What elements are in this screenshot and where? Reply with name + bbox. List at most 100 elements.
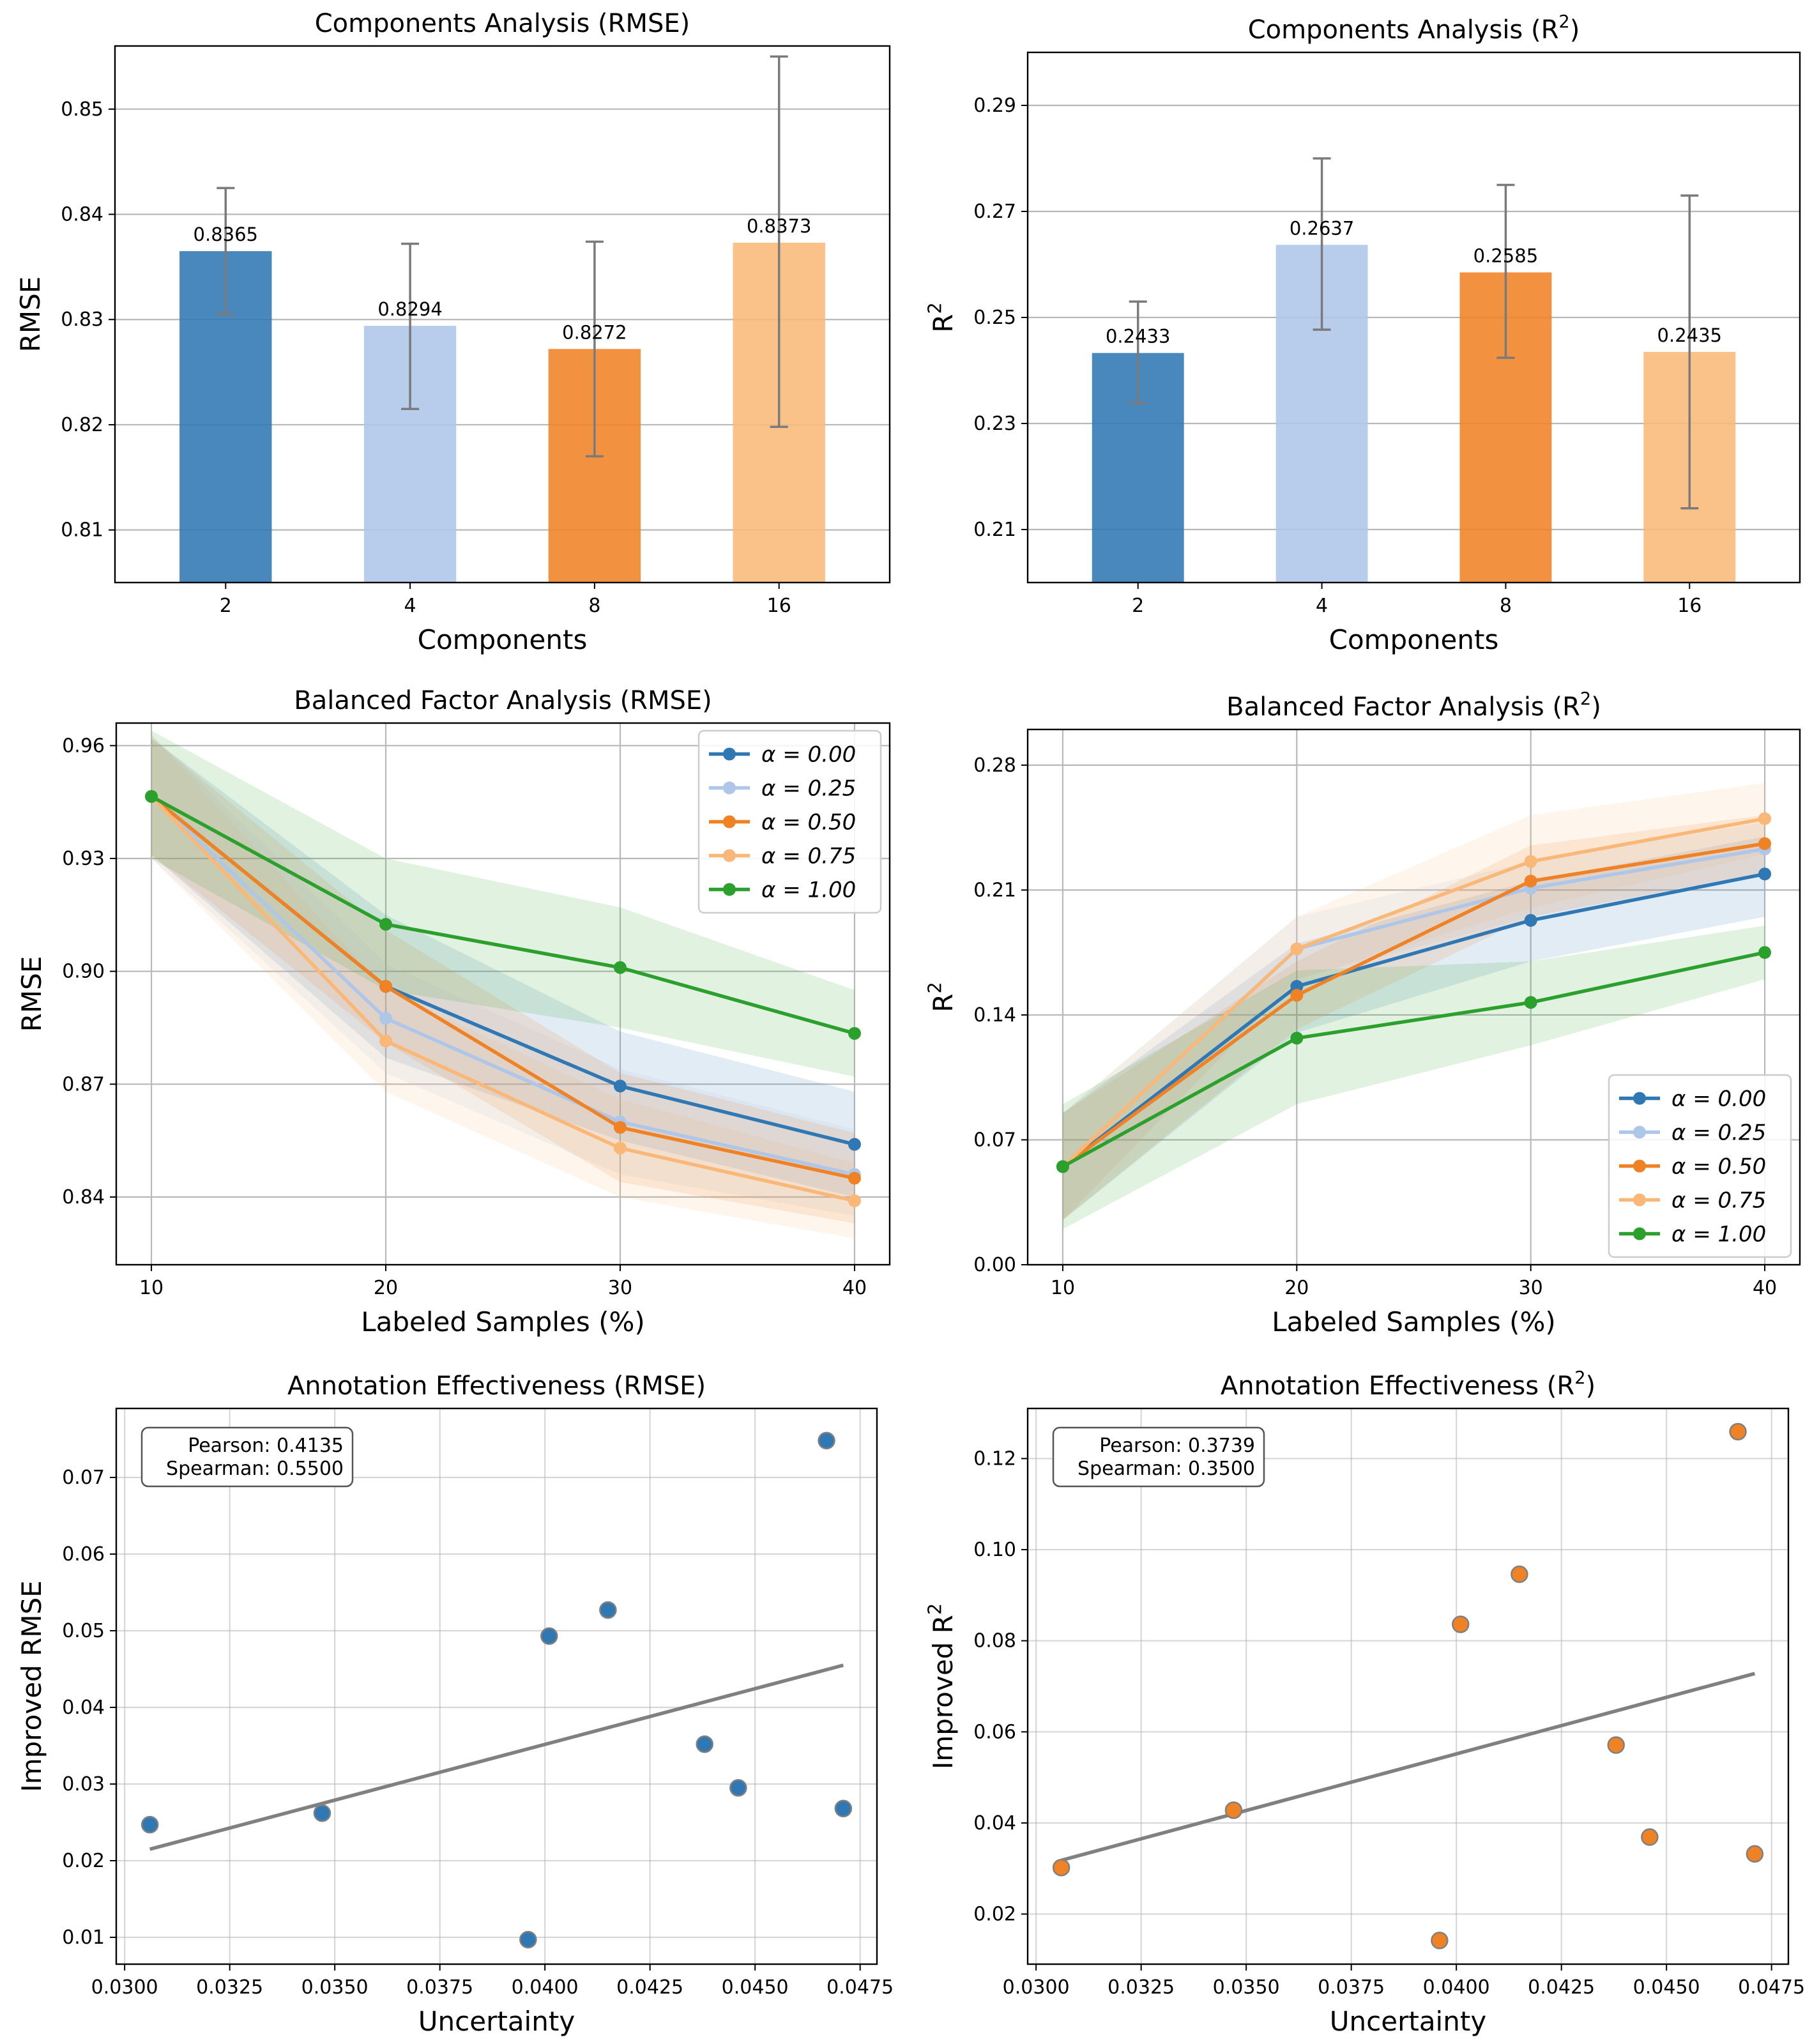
x-tick-label: 0.0375 bbox=[406, 1976, 473, 1999]
scatter-point bbox=[519, 1930, 537, 1949]
legend-label: α = 0.25 bbox=[761, 776, 856, 802]
legend-marker bbox=[723, 781, 736, 795]
data-point bbox=[848, 1026, 861, 1040]
y-tick-label: 0.14 bbox=[973, 1004, 1016, 1026]
y-tick-label: 0.04 bbox=[62, 1697, 105, 1719]
scatter-point bbox=[696, 1735, 713, 1753]
x-tick-label: 0.0450 bbox=[722, 1976, 789, 1999]
scatter-point bbox=[1452, 1615, 1470, 1633]
axes-frame bbox=[115, 722, 891, 1266]
data-point bbox=[1290, 989, 1304, 1002]
scatter-point bbox=[1641, 1828, 1659, 1846]
scatter-point bbox=[313, 1804, 331, 1822]
data-point bbox=[1524, 874, 1537, 888]
axes-frame bbox=[1026, 51, 1801, 584]
spearman-label: Spearman: 0.3500 bbox=[1077, 1458, 1255, 1480]
spearman-label: Spearman: 0.5500 bbox=[166, 1458, 344, 1480]
x-tick-label: 16 bbox=[767, 595, 791, 617]
series-line bbox=[1062, 816, 1765, 1168]
y-axis-label: Improved R2 bbox=[924, 1603, 959, 1769]
legend-label: α = 0.50 bbox=[761, 810, 856, 835]
y-tick-label: 0.84 bbox=[62, 1186, 105, 1209]
data-point bbox=[379, 980, 393, 993]
legend-marker bbox=[1633, 1193, 1646, 1207]
y-tick-label: 0.02 bbox=[973, 1903, 1016, 1926]
x-axis-label: Labeled Samples (%) bbox=[1272, 1306, 1556, 1338]
x-tick-label: 2 bbox=[220, 595, 232, 617]
y-tick-label: 0.04 bbox=[973, 1812, 1016, 1834]
data-label: 0.8272 bbox=[562, 321, 627, 343]
legend-label: α = 1.00 bbox=[761, 878, 856, 903]
x-tick-label: 0.0325 bbox=[1108, 1976, 1175, 1999]
x-tick-label: 0.0475 bbox=[1738, 1976, 1805, 1999]
x-axis-label: Uncertainty bbox=[1330, 2006, 1486, 2037]
confidence-band bbox=[1062, 782, 1765, 1221]
x-tick-label: 0.0300 bbox=[91, 1976, 158, 1999]
x-axis-label: Components bbox=[418, 624, 588, 655]
legend-marker bbox=[1633, 1125, 1646, 1139]
x-tick-label: 4 bbox=[404, 595, 416, 617]
x-tick-label: 0.0375 bbox=[1318, 1976, 1385, 1999]
chart-annotation-rmse: 0.01 0.02 0.03 0.04 0.05 0.06 0.07 0.0300 0.0325… bbox=[16, 1371, 894, 2037]
legend-box bbox=[1608, 1074, 1792, 1258]
chart-components-r2: 0.21 0.23 0.25 0.27 0.29 2 4 8 16 0.2433 0.2637 0.2… bbox=[924, 12, 1801, 655]
axes-frame bbox=[1026, 728, 1801, 1266]
x-tick-label: 16 bbox=[1677, 595, 1702, 617]
x-tick-label: 0.0475 bbox=[826, 1976, 894, 1999]
chart-title: Annotation Effectiveness (RMSE) bbox=[287, 1371, 706, 1401]
chart-balanced-rmse: 0.84 0.87 0.90 0.93 0.96 10 20 30 40 α = 0.00 α = … bbox=[16, 686, 891, 1338]
y-tick-label: 0.02 bbox=[62, 1850, 105, 1872]
legend-marker bbox=[723, 849, 736, 862]
legend-label: α = 1.00 bbox=[1671, 1222, 1766, 1247]
y-tick-label: 0.06 bbox=[62, 1543, 105, 1566]
legend-label: α = 0.25 bbox=[1671, 1120, 1766, 1146]
y-axis-label: R2 bbox=[924, 302, 959, 332]
x-tick-label: 20 bbox=[1284, 1277, 1309, 1299]
data-point bbox=[1524, 855, 1537, 868]
data-label: 0.2433 bbox=[1106, 326, 1170, 347]
legend-marker bbox=[1633, 1227, 1646, 1240]
data-point bbox=[613, 1141, 627, 1155]
confidence-band bbox=[151, 738, 855, 1197]
x-tick-label: 8 bbox=[588, 595, 600, 617]
y-tick-label: 0.93 bbox=[62, 848, 105, 870]
y-tick-label: 0.82 bbox=[61, 414, 103, 436]
legend-marker bbox=[1633, 1092, 1646, 1105]
series-line bbox=[150, 795, 855, 1177]
data-point bbox=[1758, 946, 1772, 959]
y-tick-label: 0.87 bbox=[62, 1073, 105, 1095]
chart-annotation-r2: 0.02 0.04 0.06 0.08 0.10 0.12 0.0300 0.0325 0.03… bbox=[924, 1368, 1805, 2037]
x-tick-label: 10 bbox=[139, 1277, 164, 1299]
data-point bbox=[1290, 942, 1304, 956]
chart-title: Balanced Factor Analysis (R2) bbox=[1226, 689, 1601, 722]
scatter-point bbox=[599, 1601, 617, 1619]
scatter-point bbox=[1729, 1422, 1747, 1441]
x-axis-label: Components bbox=[1329, 624, 1499, 655]
y-tick-label: 0.21 bbox=[973, 519, 1016, 541]
series-line bbox=[150, 795, 855, 1035]
x-tick-label: 10 bbox=[1051, 1277, 1075, 1299]
x-tick-label: 30 bbox=[1519, 1277, 1543, 1299]
x-tick-label: 40 bbox=[1753, 1277, 1777, 1299]
x-tick-label: 30 bbox=[608, 1277, 632, 1299]
data-label: 0.8294 bbox=[377, 298, 442, 320]
y-tick-label: 0.00 bbox=[973, 1254, 1016, 1276]
y-axis-label: Improved RMSE bbox=[16, 1580, 47, 1792]
y-tick-label: 0.08 bbox=[973, 1630, 1016, 1652]
legend-marker bbox=[1633, 1159, 1646, 1173]
chart-balanced-r2: 0.00 0.07 0.14 0.21 0.28 10 20 30 40 α = 0.00 α = … bbox=[924, 689, 1801, 1338]
scatter-point bbox=[834, 1799, 853, 1818]
axes-frame bbox=[1026, 1407, 1790, 1965]
data-point bbox=[613, 1121, 627, 1134]
data-label: 0.8365 bbox=[194, 224, 258, 245]
chart-title: Balanced Factor Analysis (RMSE) bbox=[294, 686, 712, 715]
y-tick-label: 0.90 bbox=[62, 961, 105, 983]
series-line bbox=[150, 795, 855, 1203]
scatter-point bbox=[1511, 1565, 1528, 1583]
chart-title: Annotation Effectiveness (R2) bbox=[1221, 1368, 1595, 1401]
data-point bbox=[379, 1034, 393, 1048]
y-tick-label: 0.01 bbox=[62, 1926, 105, 1949]
x-axis-label: Uncertainty bbox=[418, 2006, 575, 2037]
data-point bbox=[1524, 913, 1537, 927]
